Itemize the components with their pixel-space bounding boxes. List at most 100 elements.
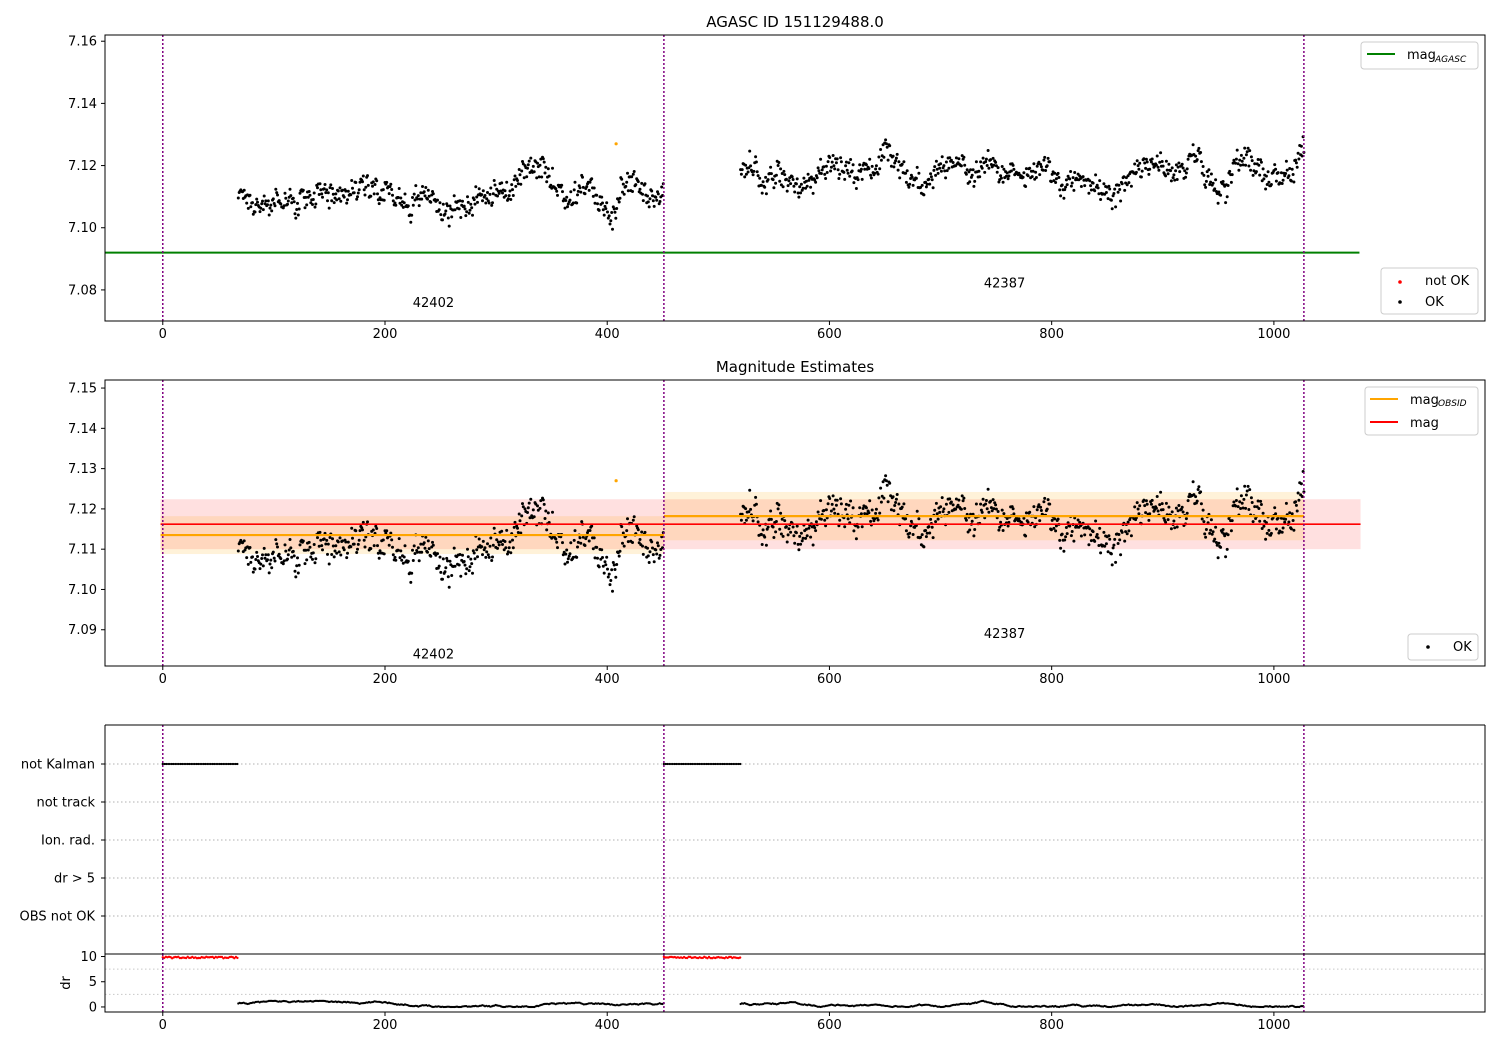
ok-point — [931, 536, 935, 540]
ok-point — [1294, 158, 1298, 162]
ok-point — [329, 183, 333, 187]
ok-point — [349, 545, 353, 549]
ok-point — [1069, 184, 1073, 188]
ok-point — [544, 165, 548, 169]
ok-point — [1232, 500, 1236, 504]
ok-point — [472, 198, 476, 202]
ok-point — [1292, 180, 1296, 184]
ok-point — [417, 204, 421, 208]
ok-point — [640, 530, 644, 534]
ok-point — [587, 188, 591, 192]
ok-point — [344, 189, 348, 193]
ok-point — [1261, 167, 1265, 171]
ok-point — [898, 176, 902, 180]
ok-point — [361, 180, 364, 184]
ok-point — [1251, 520, 1255, 524]
ok-point — [864, 506, 868, 510]
ok-point — [575, 555, 579, 559]
ok-point — [799, 531, 803, 535]
ok-point — [1111, 546, 1115, 550]
ok-point — [253, 567, 257, 571]
ok-point — [411, 559, 415, 562]
ok-point — [777, 161, 781, 164]
y-tick-label: 7.09 — [68, 623, 97, 638]
ok-point — [1054, 181, 1058, 184]
ok-point — [509, 551, 513, 555]
ok-point — [833, 511, 837, 515]
ok-point — [546, 511, 550, 515]
legend-marker-ok — [1426, 645, 1430, 649]
ok-point — [752, 169, 756, 173]
ok-point — [847, 161, 851, 165]
ok-point — [275, 542, 279, 546]
ok-point — [398, 556, 402, 560]
ok-point — [604, 563, 608, 567]
ok-point — [974, 502, 978, 506]
ok-point — [1244, 493, 1248, 497]
ok-point — [917, 171, 921, 175]
ok-point — [1081, 175, 1085, 179]
ok-point — [363, 545, 367, 549]
ok-point — [1119, 199, 1123, 203]
ok-point — [520, 514, 524, 518]
ok-point — [504, 546, 508, 550]
ok-point — [554, 537, 558, 541]
ok-point — [531, 508, 535, 512]
ok-point — [377, 202, 381, 206]
ok-point — [573, 180, 577, 184]
ok-point — [1199, 502, 1203, 506]
flag-point — [680, 762, 683, 766]
ok-point — [825, 171, 829, 174]
ok-point — [1288, 167, 1292, 170]
ok-point — [1006, 177, 1010, 181]
ok-point — [436, 552, 439, 556]
ok-point — [1108, 187, 1112, 191]
ok-point — [301, 539, 305, 543]
ok-point — [283, 543, 287, 547]
x-tick-label: 400 — [595, 672, 620, 687]
ok-point — [355, 197, 359, 201]
flag-point — [209, 762, 212, 766]
ok-point — [948, 156, 952, 160]
flag-point — [167, 762, 170, 766]
ok-point — [581, 175, 584, 179]
ok-point — [641, 192, 644, 196]
ok-point — [561, 190, 564, 194]
ok-point — [522, 176, 526, 180]
flag-point — [730, 762, 733, 766]
ok-point — [842, 170, 846, 174]
ok-point — [1239, 494, 1243, 498]
ok-point — [390, 538, 394, 542]
ok-point — [1147, 518, 1151, 522]
ok-point — [1173, 178, 1177, 182]
ok-point — [889, 508, 893, 512]
ok-point — [1173, 526, 1177, 530]
ok-point — [1269, 183, 1273, 186]
ok-point — [1068, 524, 1072, 528]
ok-point — [1035, 164, 1039, 168]
ok-point — [1159, 151, 1163, 155]
ok-point — [1063, 188, 1067, 192]
ok-point — [1243, 146, 1247, 150]
flag-category-label: not track — [36, 796, 95, 811]
ok-point — [809, 535, 813, 539]
ok-point — [1204, 528, 1208, 531]
ok-point — [576, 545, 579, 549]
ok-point — [1140, 169, 1144, 173]
ok-point — [610, 568, 614, 572]
ok-point — [646, 554, 650, 558]
ok-point — [1118, 538, 1122, 542]
ok-point — [410, 571, 414, 575]
ok-point — [895, 152, 899, 156]
ok-point — [868, 499, 872, 503]
ok-point — [289, 546, 293, 550]
ok-point — [1119, 553, 1123, 557]
ok-point — [992, 163, 996, 167]
ok-point — [957, 157, 961, 161]
ok-point — [403, 192, 407, 196]
ok-point — [525, 175, 529, 179]
ok-point — [324, 191, 328, 195]
ok-point — [879, 158, 883, 162]
ok-point — [940, 155, 944, 159]
plot-frame — [104, 34, 1486, 322]
